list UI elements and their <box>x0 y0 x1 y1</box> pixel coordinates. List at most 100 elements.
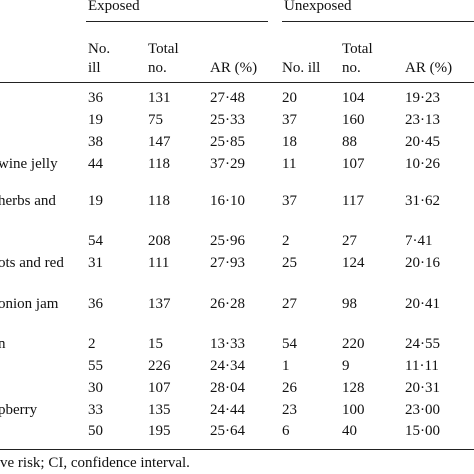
unexposed-total-cell: 117 <box>342 193 364 209</box>
row-label: n <box>0 336 6 352</box>
unexposed-ar-cell: 24·55 <box>405 336 440 352</box>
unexposed-no-ill-cell: 54 <box>282 336 297 352</box>
exposed-total-cell: 147 <box>148 134 171 150</box>
exposed-total-header-line2: no. <box>148 60 167 76</box>
row-label: onion jam <box>0 296 59 312</box>
unexposed-no-ill-cell: 26 <box>282 380 297 396</box>
exposed-no-ill-cell: 36 <box>88 296 103 312</box>
exposed-no-ill-cell: 33 <box>88 402 103 418</box>
exposed-ar-cell: 27·93 <box>210 255 245 271</box>
exposed-no-ill-header-line1: No. <box>88 41 111 57</box>
unexposed-total-header-line1: Total <box>342 41 373 57</box>
exposed-no-ill-cell: 19 <box>88 193 103 209</box>
exposed-no-ill-cell: 2 <box>88 336 96 352</box>
exposed-no-ill-cell: 54 <box>88 233 103 249</box>
exposed-total-header-line1: Total <box>148 41 179 57</box>
unexposed-ar-cell: 7·41 <box>405 233 433 249</box>
exposed-total-cell: 111 <box>148 255 170 271</box>
unexposed-no-ill-cell: 2 <box>282 233 290 249</box>
exposed-no-ill-cell: 50 <box>88 423 103 439</box>
unexposed-no-ill-cell: 37 <box>282 112 297 128</box>
exposed-total-cell: 226 <box>148 358 171 374</box>
unexposed-total-cell: 160 <box>342 112 365 128</box>
unexposed-total-cell: 27 <box>342 233 357 249</box>
row-label: herbs and <box>0 193 56 209</box>
exposed-ar-cell: 25·96 <box>210 233 245 249</box>
exposed-total-cell: 135 <box>148 402 171 418</box>
unexposed-total-cell: 104 <box>342 90 365 106</box>
exposed-total-cell: 208 <box>148 233 171 249</box>
exposed-total-cell: 15 <box>148 336 163 352</box>
exposed-total-cell: 118 <box>148 193 170 209</box>
exposed-ar-cell: 25·85 <box>210 134 245 150</box>
exposed-ar-cell: 28·04 <box>210 380 245 396</box>
unexposed-ar-cell: 23·13 <box>405 112 440 128</box>
unexposed-ar-cell: 19·23 <box>405 90 440 106</box>
exposed-group-header: Exposed <box>88 0 140 14</box>
unexposed-total-cell: 98 <box>342 296 357 312</box>
exposed-no-ill-header-line2: ill <box>88 60 101 76</box>
unexposed-ar-cell: 20·31 <box>405 380 440 396</box>
exposed-no-ill-cell: 38 <box>88 134 103 150</box>
exposed-total-cell: 195 <box>148 423 171 439</box>
exposed-ar-cell: 26·28 <box>210 296 245 312</box>
exposed-no-ill-cell: 30 <box>88 380 103 396</box>
exposed-no-ill-cell: 36 <box>88 90 103 106</box>
exposed-ar-cell: 24·44 <box>210 402 245 418</box>
unexposed-no-ill-cell: 20 <box>282 90 297 106</box>
unexposed-header-rule <box>282 21 474 22</box>
exposed-ar-cell: 37·29 <box>210 156 245 172</box>
unexposed-total-cell: 128 <box>342 380 365 396</box>
header-bottom-rule <box>0 82 474 83</box>
unexposed-ar-cell: 23·00 <box>405 402 440 418</box>
unexposed-total-cell: 40 <box>342 423 357 439</box>
unexposed-no-ill-cell: 1 <box>282 358 290 374</box>
unexposed-total-cell: 107 <box>342 156 365 172</box>
exposed-no-ill-cell: 44 <box>88 156 103 172</box>
exposed-ar-cell: 24·34 <box>210 358 245 374</box>
unexposed-no-ill-cell: 25 <box>282 255 297 271</box>
unexposed-no-ill-cell: 23 <box>282 402 297 418</box>
unexposed-no-ill-cell: 18 <box>282 134 297 150</box>
exposed-total-cell: 75 <box>148 112 163 128</box>
row-label: wine jelly <box>0 156 58 172</box>
unexposed-total-cell: 9 <box>342 358 350 374</box>
table-footnote: ve risk; CI, confidence interval. <box>0 455 190 471</box>
unexposed-no-ill-cell: 27 <box>282 296 297 312</box>
unexposed-no-ill-cell: 6 <box>282 423 290 439</box>
unexposed-total-cell: 124 <box>342 255 365 271</box>
row-label: pberry <box>0 402 38 418</box>
unexposed-total-cell: 88 <box>342 134 357 150</box>
exposed-no-ill-cell: 55 <box>88 358 103 374</box>
table-bottom-rule <box>0 449 474 450</box>
exposed-ar-cell: 25·64 <box>210 423 245 439</box>
unexposed-ar-cell: 10·26 <box>405 156 440 172</box>
exposed-ar-cell: 27·48 <box>210 90 245 106</box>
unexposed-ar-cell: 15·00 <box>405 423 440 439</box>
unexposed-no-ill-header: No. ill <box>282 60 321 76</box>
unexposed-ar-cell: 20·16 <box>405 255 440 271</box>
unexposed-no-ill-cell: 11 <box>282 156 297 172</box>
exposed-header-rule <box>86 21 268 22</box>
exposed-ar-cell: 25·33 <box>210 112 245 128</box>
row-label: ots and red <box>0 255 64 271</box>
unexposed-total-header-line2: no. <box>342 60 361 76</box>
unexposed-ar-cell: 20·45 <box>405 134 440 150</box>
exposed-total-cell: 107 <box>148 380 171 396</box>
unexposed-ar-header: AR (%) <box>405 60 453 76</box>
unexposed-total-cell: 220 <box>342 336 365 352</box>
exposed-ar-cell: 16·10 <box>210 193 245 209</box>
unexposed-ar-cell: 20·41 <box>405 296 440 312</box>
exposed-total-cell: 118 <box>148 156 170 172</box>
unexposed-group-header: Unexposed <box>284 0 352 14</box>
exposed-ar-cell: 13·33 <box>210 336 245 352</box>
unexposed-total-cell: 100 <box>342 402 365 418</box>
exposed-no-ill-cell: 19 <box>88 112 103 128</box>
unexposed-ar-cell: 31·62 <box>405 193 440 209</box>
exposed-ar-header: AR (%) <box>210 60 258 76</box>
exposed-total-cell: 131 <box>148 90 171 106</box>
exposed-no-ill-cell: 31 <box>88 255 103 271</box>
unexposed-ar-cell: 11·11 <box>405 358 439 374</box>
exposed-total-cell: 137 <box>148 296 171 312</box>
unexposed-no-ill-cell: 37 <box>282 193 297 209</box>
